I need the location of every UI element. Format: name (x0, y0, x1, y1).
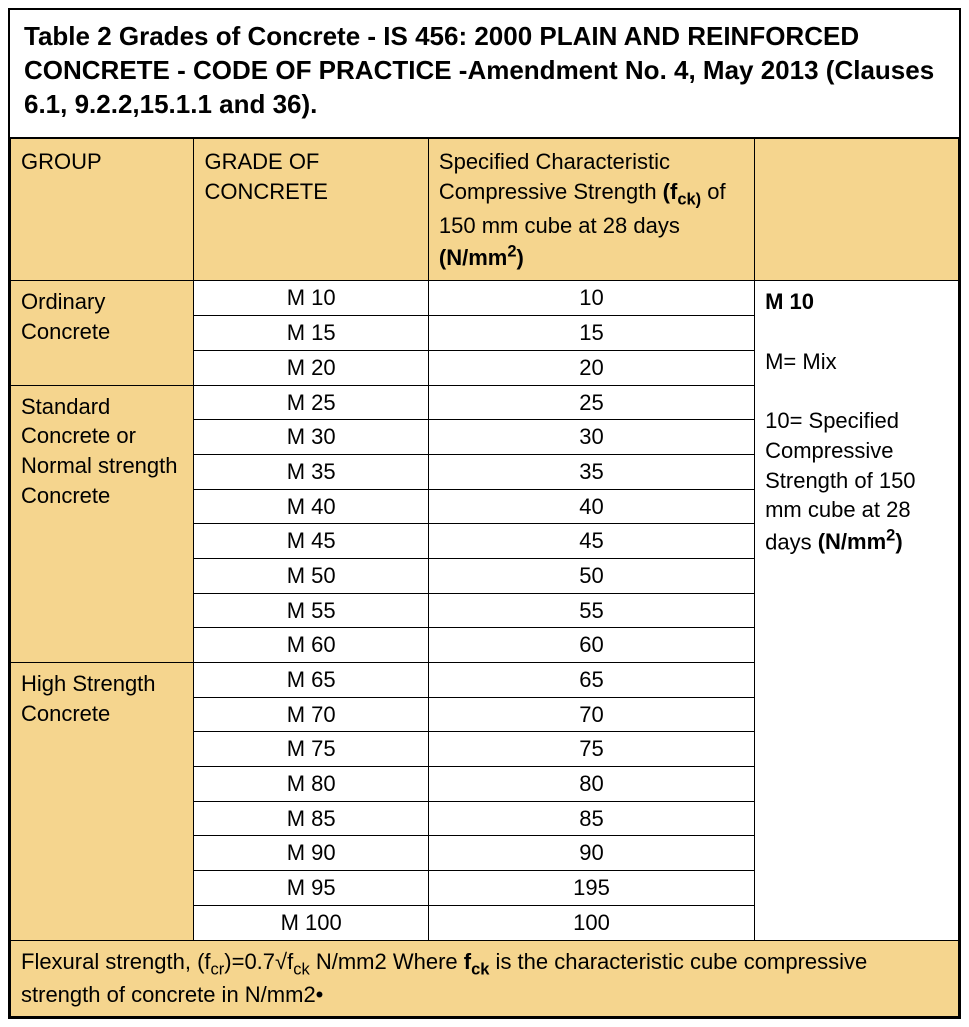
strength-cell: 10 (428, 281, 754, 316)
grade-cell: M 70 (194, 697, 428, 732)
strength-cell: 75 (428, 732, 754, 767)
strength-cell: 20 (428, 350, 754, 385)
header-strength: Specified Characteristic Compressive Str… (428, 139, 754, 281)
concrete-grades-table: GROUP GRADE OF CONCRETE Specified Charac… (10, 138, 959, 1016)
grade-cell: M 100 (194, 905, 428, 940)
strength-cell: 70 (428, 697, 754, 732)
grade-cell: M 55 (194, 593, 428, 628)
footer-row: Flexural strength, (fcr)=0.7√fck N/mm2 W… (11, 940, 959, 1016)
grade-cell: M 10 (194, 281, 428, 316)
legend-unit-open: (N/mm (818, 529, 886, 554)
strength-cell: 195 (428, 871, 754, 906)
header-unit-close: ) (517, 245, 524, 270)
legend-unit-sup: 2 (886, 527, 895, 545)
grade-cell: M 15 (194, 316, 428, 351)
grade-cell: M 45 (194, 524, 428, 559)
footer-mid1: )=0.7√f (224, 949, 293, 974)
header-strength-pre: Specified Characteristic Compressive Str… (439, 149, 670, 204)
legend-m-mix: M= Mix (765, 349, 837, 374)
group-standard: Standard Concrete or Normal strength Con… (11, 385, 194, 663)
strength-cell: 45 (428, 524, 754, 559)
footer-fck-sub: ck (293, 960, 310, 978)
grade-cell: M 65 (194, 663, 428, 698)
header-legend-blank (755, 139, 959, 281)
header-row: GROUP GRADE OF CONCRETE Specified Charac… (11, 139, 959, 281)
footer-bold-f: f (464, 949, 471, 974)
group-ordinary: Ordinary Concrete (11, 281, 194, 385)
strength-cell: 80 (428, 767, 754, 802)
header-grade: GRADE OF CONCRETE (194, 139, 428, 281)
strength-cell: 55 (428, 593, 754, 628)
grade-cell: M 60 (194, 628, 428, 663)
strength-cell: 90 (428, 836, 754, 871)
grade-cell: M 80 (194, 767, 428, 802)
table-row: Ordinary Concrete M 10 10 M 10 M= Mix 10… (11, 281, 959, 316)
header-unit-sup: 2 (507, 242, 516, 260)
strength-cell: 40 (428, 489, 754, 524)
grade-cell: M 30 (194, 420, 428, 455)
header-unit-open: (N/mm (439, 245, 507, 270)
grade-cell: M 25 (194, 385, 428, 420)
grade-cell: M 95 (194, 871, 428, 906)
header-fck-sub: ck) (677, 190, 701, 208)
footer-pre: Flexural strength, (f (21, 949, 211, 974)
strength-cell: 50 (428, 558, 754, 593)
strength-cell: 60 (428, 628, 754, 663)
footer-cell: Flexural strength, (fcr)=0.7√fck N/mm2 W… (11, 940, 959, 1016)
legend-heading: M 10 (765, 289, 814, 314)
strength-cell: 100 (428, 905, 754, 940)
grade-cell: M 75 (194, 732, 428, 767)
strength-cell: 25 (428, 385, 754, 420)
table-container: Table 2 Grades of Concrete - IS 456: 200… (8, 8, 961, 1019)
group-high: High Strength Concrete (11, 663, 194, 941)
footer-bold-ck: ck (471, 960, 489, 978)
strength-cell: 65 (428, 663, 754, 698)
strength-cell: 35 (428, 454, 754, 489)
legend-unit-close: ) (895, 529, 902, 554)
grade-cell: M 40 (194, 489, 428, 524)
grade-cell: M 50 (194, 558, 428, 593)
grade-cell: M 35 (194, 454, 428, 489)
grade-cell: M 85 (194, 801, 428, 836)
footer-fcr-sub: cr (211, 960, 225, 978)
strength-cell: 15 (428, 316, 754, 351)
grade-cell: M 90 (194, 836, 428, 871)
header-group: GROUP (11, 139, 194, 281)
footer-mid2: N/mm2 Where (310, 949, 464, 974)
strength-cell: 30 (428, 420, 754, 455)
table-title: Table 2 Grades of Concrete - IS 456: 200… (10, 10, 959, 138)
strength-cell: 85 (428, 801, 754, 836)
grade-cell: M 20 (194, 350, 428, 385)
legend-cell: M 10 M= Mix 10= Specified Compressive St… (755, 281, 959, 940)
header-fck-open: (f (663, 179, 678, 204)
